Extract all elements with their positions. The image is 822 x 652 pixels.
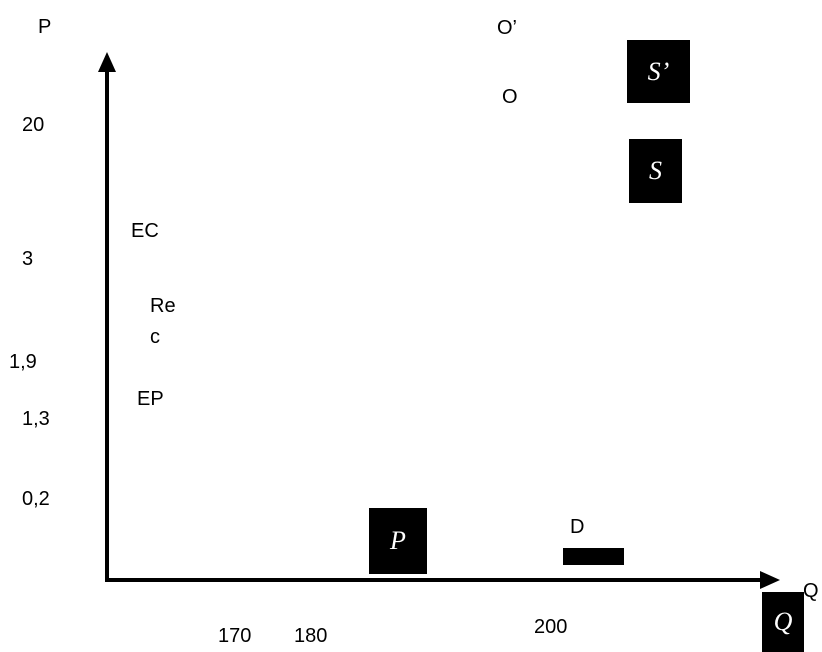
box-s-prime: S’ [627, 40, 690, 103]
x-axis-label: Q [803, 580, 819, 602]
label-o-prime: O’ [497, 17, 517, 39]
label-rec-line2: c [150, 326, 160, 348]
x-axis-arrowhead [760, 571, 780, 589]
label-o: O [502, 86, 518, 108]
box-q: Q [762, 592, 804, 652]
y-axis-label: P [38, 16, 52, 38]
box-s: S [629, 139, 682, 203]
label-rec-line1: Re [150, 295, 176, 317]
y-tick-3: 3 [22, 248, 34, 270]
box-p: P [369, 508, 427, 574]
label-ep: EP [137, 388, 164, 410]
label-ec: EC [131, 220, 159, 242]
y-tick-1-3: 1,3 [22, 408, 50, 430]
label-d: D [570, 516, 585, 538]
y-tick-1-9: 1,9 [9, 351, 37, 373]
x-tick-180: 180 [294, 625, 328, 647]
x-tick-200: 200 [534, 616, 568, 638]
y-tick-0-2: 0,2 [22, 488, 50, 510]
y-tick-20: 20 [22, 114, 45, 136]
y-axis-arrowhead [98, 52, 116, 72]
box-d-bar [563, 548, 624, 565]
x-tick-170: 170 [218, 625, 252, 647]
